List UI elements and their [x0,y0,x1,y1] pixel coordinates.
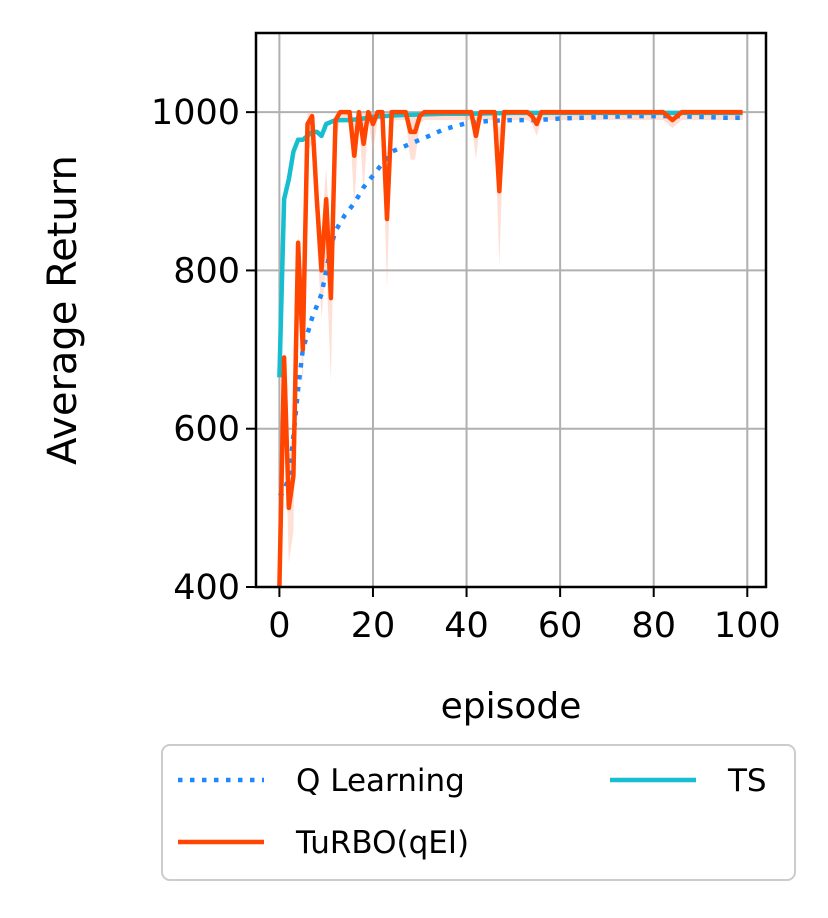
x-tick-label: 100 [714,606,781,646]
y-axis-label: Average Return [40,155,86,465]
series-line-q-learning [277,113,743,498]
y-tick-label: 400 [173,568,240,608]
y-tick-label: 1000 [151,93,240,133]
series-line-ts [277,110,743,378]
confidence-bands [279,112,743,587]
y-tick-label: 800 [173,251,240,291]
x-tick-label: 80 [631,606,676,646]
legend-label: Q Learning [296,763,465,799]
x-tick-label: 60 [538,606,583,646]
x-tick-label: 20 [351,606,396,646]
y-tick-label: 600 [173,410,240,450]
legend-label: TS [727,763,767,799]
x-tick-label: 40 [444,606,489,646]
x-axis-label: episode [441,686,582,727]
legend: Q Learning TuRBO(qEI) TS [161,744,796,881]
series-line-turbo-qei- [277,109,743,587]
confidence-band [279,112,743,587]
x-tick-label: 0 [268,606,290,646]
legend-label: TuRBO(qEI) [295,825,469,861]
series-lines [277,109,743,587]
legend-box [161,744,796,881]
plot-frame [254,31,768,589]
axis-ticks: 0 20 40 60 80 100 400 600 800 1000 [151,93,781,646]
